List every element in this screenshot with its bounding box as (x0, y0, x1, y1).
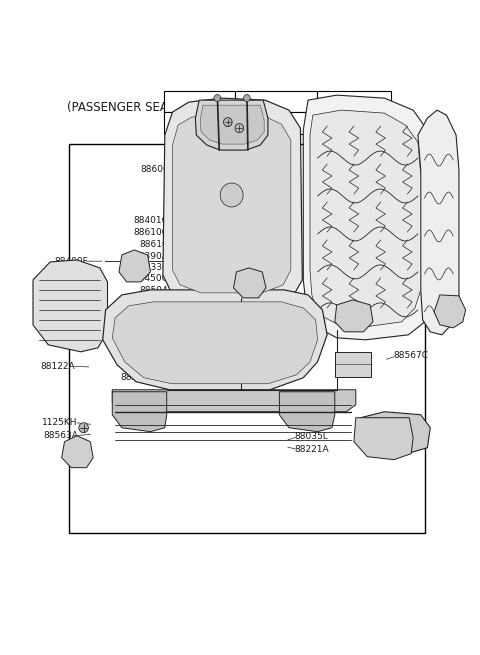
Text: 88287: 88287 (120, 373, 149, 382)
Polygon shape (195, 100, 268, 150)
Polygon shape (112, 390, 356, 412)
Bar (164, 91, 235, 113)
Polygon shape (418, 110, 459, 335)
Text: (PASSENGER SEAT): (PASSENGER SEAT) (67, 102, 180, 114)
Polygon shape (303, 95, 432, 340)
Circle shape (224, 118, 232, 126)
Text: 88563A: 88563A (43, 431, 78, 440)
Text: 88567C: 88567C (393, 352, 428, 360)
Text: 88594: 88594 (272, 343, 300, 352)
Text: SEAT ASSY: SEAT ASSY (328, 118, 380, 128)
Text: 88610C: 88610C (133, 228, 168, 237)
Text: 88002M: 88002M (224, 127, 261, 136)
Text: 20091025~: 20091025~ (171, 118, 228, 128)
Text: 88035R: 88035R (158, 340, 193, 349)
Text: 88122A: 88122A (40, 362, 75, 371)
Bar (317, 113, 391, 134)
Text: 88035L: 88035L (294, 432, 328, 441)
Polygon shape (354, 418, 413, 460)
Polygon shape (335, 300, 373, 332)
Text: 88221A: 88221A (294, 445, 329, 454)
Text: 88390A: 88390A (133, 252, 168, 261)
Text: 88330: 88330 (393, 180, 422, 189)
Text: 88330: 88330 (139, 263, 168, 272)
Text: 88600A: 88600A (141, 165, 175, 174)
Polygon shape (103, 290, 327, 390)
Polygon shape (279, 392, 335, 432)
Text: 88400F: 88400F (54, 257, 88, 266)
Text: 88401C: 88401C (133, 216, 168, 225)
Circle shape (79, 422, 88, 433)
Bar (164, 113, 235, 134)
Text: Period: Period (184, 97, 215, 107)
Bar (317, 91, 391, 113)
Bar (69, 144, 424, 533)
Text: ASSY: ASSY (341, 97, 366, 107)
Text: 88450C: 88450C (133, 274, 168, 284)
Polygon shape (112, 302, 318, 384)
Circle shape (235, 124, 243, 132)
Polygon shape (234, 268, 266, 298)
Polygon shape (335, 352, 371, 377)
Text: 88460B: 88460B (104, 328, 139, 336)
Polygon shape (434, 295, 466, 328)
Text: 88380C: 88380C (133, 297, 168, 307)
Polygon shape (33, 260, 108, 352)
Text: PODS: PODS (262, 118, 289, 128)
Circle shape (214, 94, 221, 102)
Polygon shape (356, 412, 430, 455)
Circle shape (220, 183, 243, 207)
Text: 88610: 88610 (139, 240, 168, 248)
Polygon shape (112, 392, 167, 432)
Bar (235, 91, 317, 113)
Polygon shape (119, 250, 150, 282)
Text: SENSOR TYPE: SENSOR TYPE (242, 97, 310, 107)
Polygon shape (200, 105, 264, 144)
Polygon shape (310, 110, 421, 327)
Polygon shape (61, 436, 93, 468)
Text: 1125KH: 1125KH (42, 418, 78, 427)
Polygon shape (172, 113, 291, 293)
Text: 88594: 88594 (139, 286, 168, 295)
Circle shape (243, 94, 250, 102)
Polygon shape (163, 98, 302, 305)
Text: 88516C: 88516C (270, 356, 305, 365)
Bar (235, 113, 317, 134)
